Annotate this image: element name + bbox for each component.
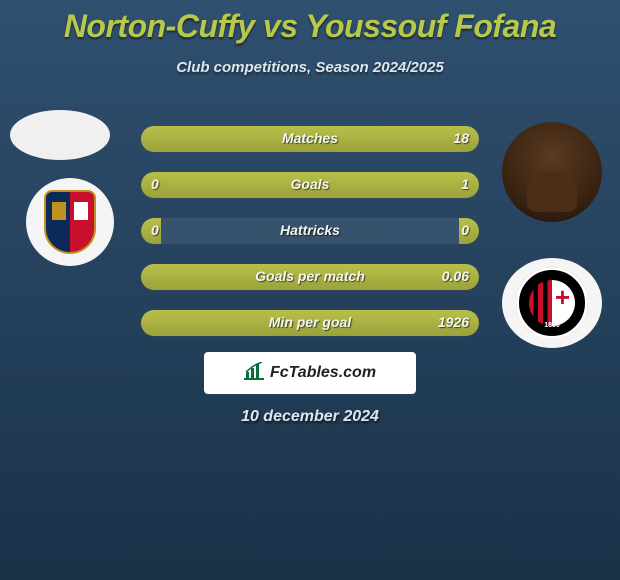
chart-icon: [244, 362, 264, 385]
stat-label: Min per goal: [141, 314, 479, 330]
stat-value-right: 1926: [438, 314, 469, 330]
comparison-card: Norton-Cuffy vs Youssouf Fofana Club com…: [0, 0, 620, 580]
stat-row: Goals0 1: [140, 171, 480, 199]
stat-row: Min per goal1926: [140, 309, 480, 337]
club-badge-right: 1899: [502, 258, 602, 348]
stat-value-right: 0: [461, 222, 469, 238]
stat-value-right: 0.06: [442, 268, 469, 284]
date-label: 10 december 2024: [0, 408, 620, 426]
attribution-text: FcTables.com: [270, 364, 376, 382]
stat-value-right: 18: [453, 130, 469, 146]
stat-value-left: 0: [151, 176, 159, 192]
stat-row: Goals per match0.06: [140, 263, 480, 291]
player-right-avatar: [502, 122, 602, 222]
stat-label: Matches: [141, 130, 479, 146]
stat-row: Hattricks0 0: [140, 217, 480, 245]
stats-block: Matches18Goals01Hattricks00Goals per mat…: [140, 125, 480, 355]
subtitle: Club competitions, Season 2024/2025: [0, 59, 620, 76]
genoa-crest-icon: [44, 190, 96, 254]
acmilan-crest-icon: 1899: [516, 267, 588, 339]
club-badge-left: [26, 178, 114, 266]
stat-label: Goals: [141, 176, 479, 192]
page-title: Norton-Cuffy vs Youssouf Fofana: [0, 0, 620, 45]
stat-row: Matches18: [140, 125, 480, 153]
attribution-badge: FcTables.com: [204, 352, 416, 394]
stat-label: Hattricks: [141, 222, 479, 238]
stat-label: Goals per match: [141, 268, 479, 284]
player-left-avatar: [10, 110, 110, 160]
stat-value-right: 1: [461, 176, 469, 192]
stat-value-left: 0: [151, 222, 159, 238]
